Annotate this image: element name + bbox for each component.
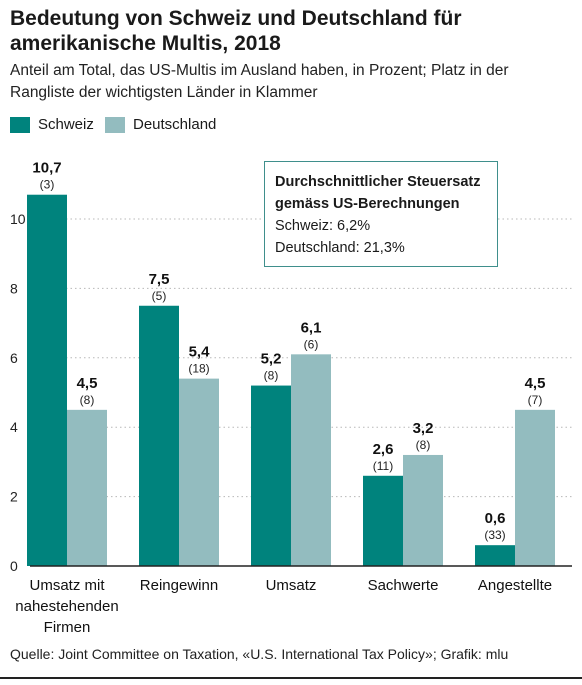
value-label: 4,5: [77, 375, 98, 392]
bar-schweiz: [363, 475, 403, 566]
value-label: 10,7: [32, 160, 61, 177]
tax-rate-annotation: Durchschnittlicher Steuersatz gemäss US-…: [264, 161, 498, 267]
rank-label: (11): [373, 459, 393, 473]
chart-title: Bedeutung von Schweiz und Deutschland fü…: [10, 7, 462, 55]
bar-schweiz: [27, 194, 67, 566]
y-tick-label: 6: [10, 350, 18, 366]
rank-label: (6): [304, 337, 319, 351]
x-tick-label: Umsatz: [266, 577, 317, 594]
legend-label-schweiz: Schweiz: [38, 116, 94, 133]
bar-schweiz: [139, 305, 179, 566]
bar-deutschland: [67, 409, 107, 566]
annotation-heading-line1: Durchschnittlicher Steuersatz: [275, 174, 481, 190]
rank-label: (5): [152, 289, 167, 303]
bar-chart: 024681010,7(3)7,5(5)5,2(8)2,6(11)0,6(33)…: [10, 160, 572, 636]
source-note: Quelle: Joint Committee on Taxation, «U.…: [10, 646, 509, 662]
bar-schweiz: [251, 385, 291, 566]
legend-swatch-deutschland: [105, 116, 125, 133]
rank-label: (7): [528, 393, 543, 407]
x-tick-label: Angestellte: [478, 577, 552, 594]
chart-subtitle: Anteil am Total, das US-Multis im Auslan…: [10, 62, 509, 101]
y-tick-label: 4: [10, 419, 18, 435]
value-label: 3,2: [413, 420, 434, 437]
bar-deutschland: [179, 378, 219, 566]
legend-item-deutschland: Deutschland: [105, 116, 216, 133]
rank-label: (8): [80, 393, 95, 407]
value-label: 5,2: [261, 351, 282, 368]
bar-deutschland: [515, 409, 555, 566]
rank-label: (8): [416, 438, 431, 452]
y-tick-label: 10: [10, 211, 26, 227]
value-label: 7,5: [149, 271, 170, 288]
x-tick-label: Firmen: [44, 619, 91, 636]
bar-deutschland: [291, 354, 331, 566]
y-tick-label: 2: [10, 489, 18, 505]
value-label: 2,6: [373, 441, 394, 458]
bar-schweiz: [475, 545, 515, 566]
legend-item-schweiz: Schweiz: [10, 116, 94, 133]
x-tick-label: Reingewinn: [140, 577, 218, 594]
y-tick-label: 0: [10, 558, 18, 574]
rank-label: (3): [40, 178, 55, 192]
annotation-line-deutschland: Deutschland: 21,3%: [275, 240, 405, 256]
rank-label: (18): [188, 362, 209, 376]
rank-label: (8): [264, 369, 279, 383]
y-tick-label: 8: [10, 280, 18, 296]
x-tick-label: Sachwerte: [368, 577, 439, 594]
legend-swatch-schweiz: [10, 116, 30, 133]
bottom-rule: [0, 677, 582, 679]
value-label: 4,5: [525, 375, 546, 392]
value-label: 6,1: [301, 319, 322, 336]
rank-label: (33): [484, 528, 505, 542]
x-tick-label: Umsatz mit: [30, 577, 106, 594]
x-tick-label: nahestehenden: [15, 598, 118, 615]
annotation-line-schweiz: Schweiz: 6,2%: [275, 218, 371, 234]
bar-deutschland: [403, 454, 443, 566]
value-label: 5,4: [189, 344, 211, 361]
value-label: 0,6: [485, 510, 506, 527]
annotation-heading-line2: gemäss US-Berechnungen: [275, 196, 460, 212]
legend-label-deutschland: Deutschland: [133, 116, 217, 133]
